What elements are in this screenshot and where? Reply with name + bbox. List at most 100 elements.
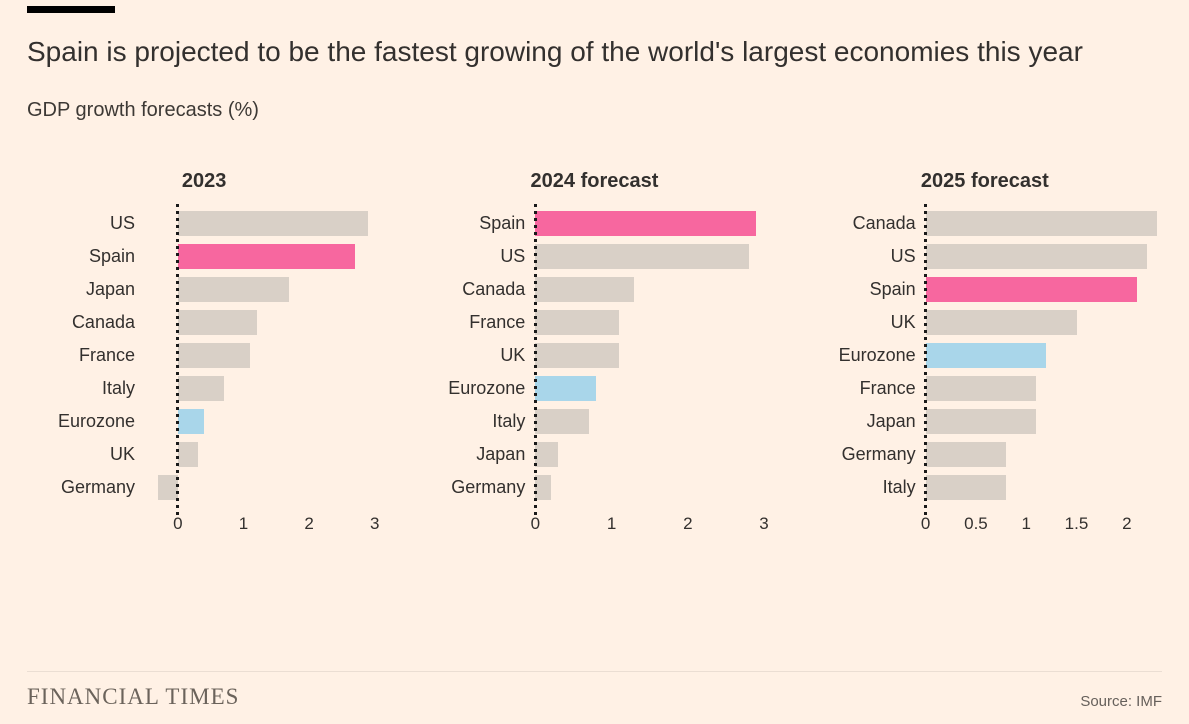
bar-track-italy	[925, 471, 1162, 504]
bar-track-uk	[925, 306, 1162, 339]
bar-canada	[535, 277, 635, 302]
panel-title-2025-forecast: 2025 forecast	[920, 170, 1049, 192]
bar-uk	[177, 442, 198, 467]
chart-panel-2025-forecast: 2025 forecast Canada US Spain UK Eurozone Fra…	[808, 170, 1162, 548]
panel-body: Spain US Canada France UK Eurozone Italy Japan G…	[417, 204, 771, 548]
bar-italy	[925, 475, 1007, 500]
bar-track-italy	[145, 372, 381, 405]
bar-eurozone	[177, 409, 205, 434]
row-label-eurozone: Eurozone	[838, 345, 916, 365]
bar-spain	[177, 244, 356, 269]
bar-us	[535, 244, 749, 269]
bar-track-japan	[145, 273, 381, 306]
bar-germany	[925, 442, 1007, 467]
bar-canada	[925, 211, 1157, 236]
bar-track-germany	[925, 438, 1162, 471]
row-label-italy: Italy	[492, 411, 526, 431]
zero-axis-line	[176, 204, 180, 516]
charts-container: 2023 US Spain Japan Canada France Italy Eurozo…	[27, 170, 1162, 548]
row-label-us: US	[500, 246, 526, 266]
bar-japan	[177, 277, 290, 302]
axis-spacer	[417, 504, 525, 548]
bar-track-us	[145, 207, 381, 240]
bar-uk	[925, 310, 1077, 335]
x-tick-2: 2	[683, 514, 693, 533]
bar-track-eurozone	[925, 339, 1162, 372]
bar-track-uk	[535, 339, 771, 372]
row-label-us: US	[109, 213, 135, 233]
bar-track-us	[925, 240, 1162, 273]
row-labels: US Spain Japan Canada France Italy Eurozone UK G…	[27, 207, 135, 504]
row-label-france: France	[859, 378, 916, 398]
x-tick-3: 3	[370, 514, 380, 533]
row-labels: Canada US Spain UK Eurozone France Japan German…	[808, 207, 916, 504]
panel-title-2023: 2023	[181, 170, 227, 192]
row-label-uk: UK	[890, 312, 916, 332]
row-label-eurozone: Eurozone	[57, 411, 135, 431]
bar-track-germany	[145, 471, 381, 504]
x-axis: 0 0.5 1 1.5 2	[921, 514, 1162, 548]
bar-spain	[535, 211, 757, 236]
chart-panel-2023: 2023 US Spain Japan Canada France Italy Eurozo…	[27, 170, 381, 548]
x-tick-3: 3	[759, 514, 769, 533]
x-axis: 0 1 2 3	[145, 514, 381, 548]
ft-logo: FINANCIAL TIMES	[27, 684, 240, 709]
bar-germany	[535, 475, 551, 500]
bar-germany	[158, 475, 178, 500]
bar-track-france	[145, 339, 381, 372]
x-tick-2: 2	[304, 514, 314, 533]
row-label-france: France	[469, 312, 526, 332]
zero-axis-line	[533, 204, 537, 516]
panel-title-2024-forecast: 2024 forecast	[530, 170, 659, 192]
x-tick-1: 1	[1021, 514, 1031, 533]
x-tick-0: 0	[920, 514, 931, 533]
plot-area	[533, 204, 771, 516]
bar-eurozone	[535, 376, 597, 401]
panel-body: US Spain Japan Canada France Italy Eurozone UK G…	[27, 204, 381, 548]
row-label-france: France	[78, 345, 135, 365]
bar-track-canada	[145, 306, 381, 339]
row-label-japan: Japan	[476, 444, 526, 464]
bar-track-eurozone	[145, 405, 381, 438]
row-label-canada: Canada	[852, 213, 916, 233]
bar-japan	[925, 409, 1037, 434]
x-tick-0: 0	[173, 514, 183, 533]
bar-france	[535, 310, 620, 335]
x-axis: 0 1 2 3	[531, 514, 771, 548]
bar-france	[177, 343, 251, 368]
row-label-spain: Spain	[88, 246, 135, 266]
axis-spacer	[27, 504, 135, 548]
chart-panel-2024-forecast: 2024 forecast Spain US Canada France UK Euroz…	[417, 170, 771, 548]
bar-track-japan	[925, 405, 1162, 438]
bar-track-canada	[535, 273, 771, 306]
bar-track-germany	[535, 471, 771, 504]
row-label-japan: Japan	[866, 411, 916, 431]
x-tick-1.5: 1.5	[1064, 514, 1089, 533]
page-footer: FINANCIAL TIMES Source: IMF	[27, 671, 1162, 710]
row-label-italy: Italy	[101, 378, 135, 398]
bar-track-france	[535, 306, 771, 339]
x-tick-0.5: 0.5	[964, 514, 988, 533]
bar-track-italy	[535, 405, 771, 438]
row-label-spain: Spain	[869, 279, 916, 299]
bar-track-spain	[925, 273, 1162, 306]
bar-spain	[925, 277, 1137, 302]
bar-eurozone	[925, 343, 1047, 368]
x-tick-1: 1	[238, 514, 249, 533]
bar-track-spain	[535, 207, 771, 240]
bar-track-eurozone	[535, 372, 771, 405]
ft-top-rule	[27, 6, 115, 13]
chart-title: Spain is projected to be the fastest gro…	[27, 36, 1083, 67]
bar-uk	[535, 343, 620, 368]
bar-track-uk	[145, 438, 381, 471]
x-tick-0: 0	[530, 514, 541, 533]
row-label-canada: Canada	[462, 279, 526, 299]
axis-spacer	[808, 504, 916, 548]
zero-axis-line	[924, 204, 928, 516]
row-label-japan: Japan	[85, 279, 135, 299]
row-label-germany: Germany	[60, 477, 135, 497]
bar-japan	[535, 442, 559, 467]
row-label-italy: Italy	[882, 477, 916, 497]
panel-body: Canada US Spain UK Eurozone France Japan German…	[808, 204, 1162, 548]
